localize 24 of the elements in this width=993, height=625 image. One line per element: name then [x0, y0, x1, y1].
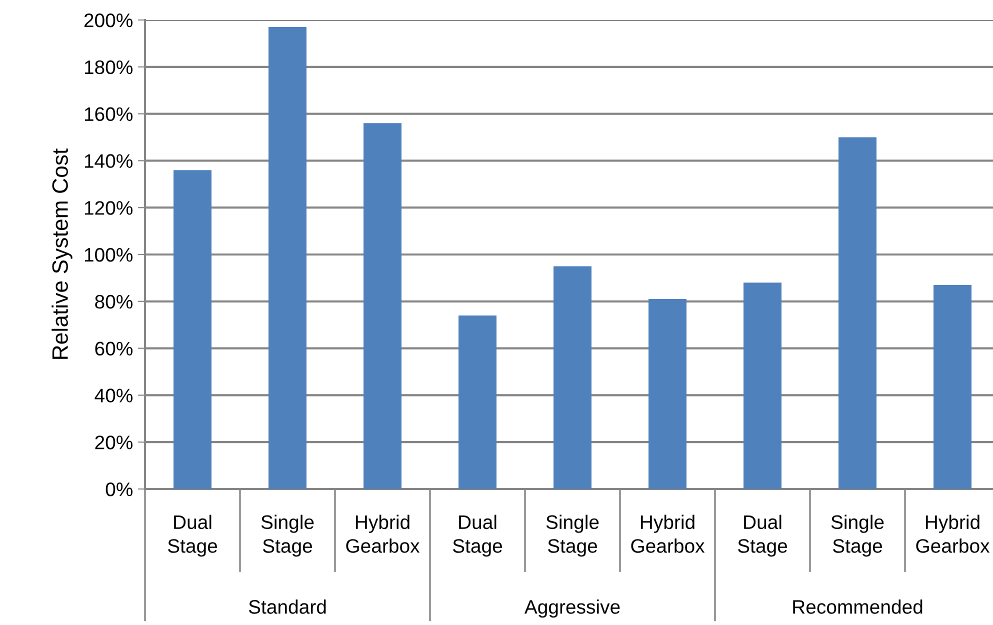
- text: Aggressive: [524, 600, 620, 618]
- y-tick-label: 160%: [84, 107, 133, 122]
- y-tick-label: 180%: [84, 60, 133, 74]
- x-tick-label: Hybrid Gearbox: [916, 514, 990, 553]
- text: Recommended: [793, 600, 922, 614]
- x-tick-label: Hybrid Gearbox: [346, 514, 420, 553]
- y-tick-label: 40%: [94, 388, 133, 402]
- x-tick-label: Dual Stage: [452, 514, 502, 557]
- x-tick-label: Single Stage: [261, 514, 314, 557]
- y-tick-label: 20%: [95, 436, 133, 450]
- y-tick-label: 200%: [84, 13, 133, 28]
- y-tick-label: 140%: [84, 154, 133, 168]
- text: Standard: [248, 600, 326, 614]
- x-tick-label: Dual Stage: [738, 514, 788, 557]
- x-tick-label: Dual Stage: [168, 514, 218, 557]
- y-tick-label: 120%: [84, 201, 133, 215]
- x-tick-label: Single Stage: [831, 514, 884, 557]
- y-tick-label: 100%: [84, 248, 133, 262]
- y-axis-title: Relative System Cost: [52, 148, 72, 359]
- x-tick-label: Single Stage: [546, 514, 599, 557]
- y-tick-label: 60%: [95, 342, 133, 356]
- x-tick-label: Hybrid Gearbox: [631, 514, 705, 553]
- y-tick-label: 0%: [106, 482, 133, 496]
- y-tick-label: 80%: [95, 294, 133, 309]
